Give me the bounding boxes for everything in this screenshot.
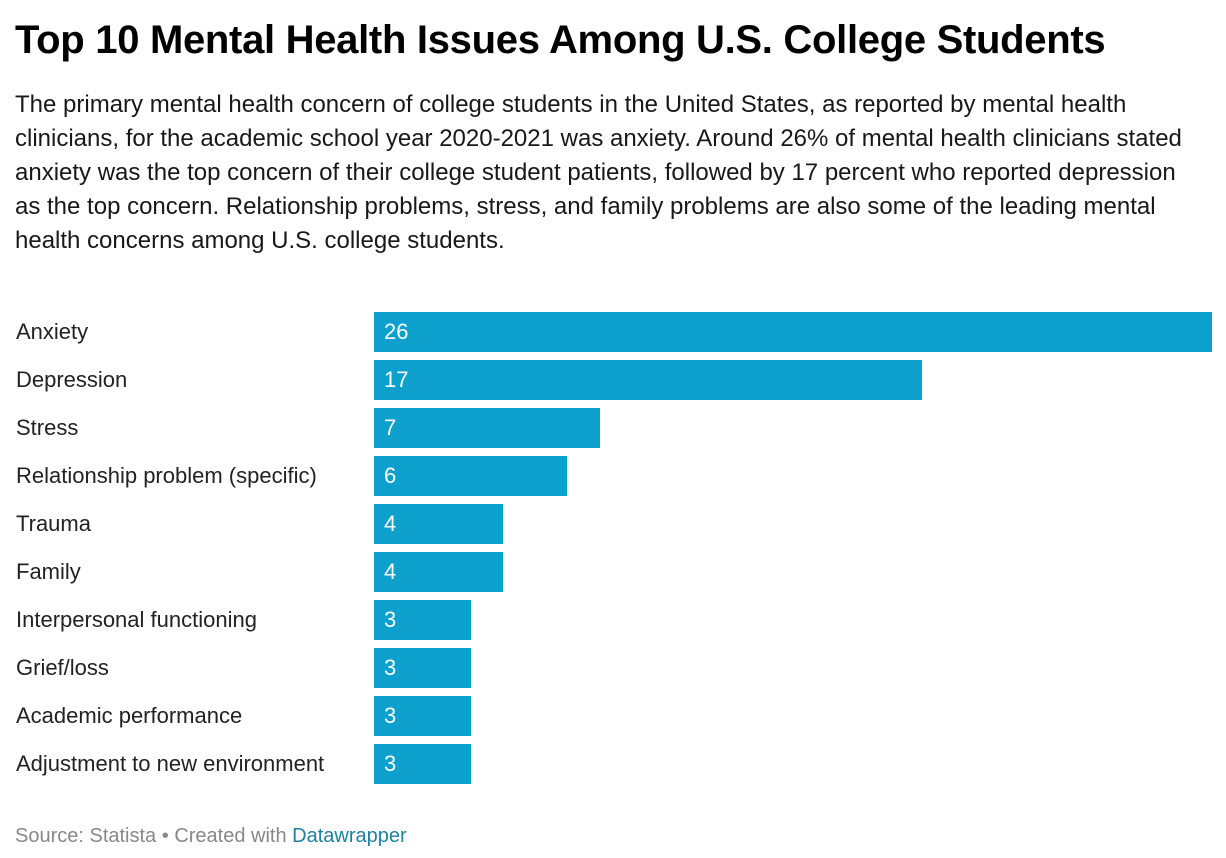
bar bbox=[374, 312, 1212, 352]
value-label: 26 bbox=[384, 319, 409, 344]
bar bbox=[374, 696, 471, 736]
bar-row: Interpersonal functioning 3 bbox=[0, 600, 1226, 640]
category-label: Academic performance bbox=[16, 703, 243, 728]
category-label: Stress bbox=[16, 415, 79, 440]
bar bbox=[374, 456, 567, 496]
bar-row: Stress 7 bbox=[0, 408, 1226, 448]
footer-separator: • bbox=[156, 825, 175, 847]
value-label: 4 bbox=[384, 511, 397, 536]
bar bbox=[374, 504, 503, 544]
value-label: 3 bbox=[384, 703, 397, 728]
bar bbox=[374, 552, 503, 592]
value-label: 3 bbox=[384, 751, 397, 776]
datawrapper-link[interactable]: Datawrapper bbox=[292, 825, 407, 847]
bar bbox=[374, 600, 471, 640]
value-label: 17 bbox=[384, 367, 409, 392]
created-with-text: Created with bbox=[174, 825, 293, 847]
chart-description: The primary mental health concern of col… bbox=[15, 91, 1182, 254]
chart-title: Top 10 Mental Health Issues Among U.S. C… bbox=[15, 18, 1106, 62]
bar-row: Relationship problem (specific) 6 bbox=[0, 456, 1226, 496]
bar-row: Academic performance 3 bbox=[0, 696, 1226, 736]
bar-row: Grief/loss 3 bbox=[0, 648, 1226, 688]
category-label: Adjustment to new environment bbox=[16, 751, 325, 776]
bar-row: Adjustment to new environment 3 bbox=[0, 744, 1226, 784]
category-label: Grief/loss bbox=[16, 655, 109, 680]
value-label: 4 bbox=[384, 559, 397, 584]
category-label: Anxiety bbox=[16, 319, 89, 344]
bar bbox=[374, 408, 600, 448]
category-label: Interpersonal functioning bbox=[16, 607, 257, 632]
bar bbox=[374, 360, 922, 400]
value-label: 3 bbox=[384, 655, 397, 680]
value-label: 6 bbox=[384, 463, 397, 488]
category-label: Depression bbox=[16, 367, 128, 392]
footer: Source: Statista • Created with Datawrap… bbox=[15, 822, 407, 850]
source-text: Source: Statista bbox=[15, 825, 157, 847]
value-label: 3 bbox=[384, 607, 397, 632]
bar-row: Family 4 bbox=[0, 552, 1226, 592]
bar-row: Depression 17 bbox=[0, 360, 1226, 400]
category-label: Family bbox=[16, 559, 81, 584]
bar-row: Trauma 4 bbox=[0, 504, 1226, 544]
category-label: Trauma bbox=[16, 511, 91, 536]
bar bbox=[374, 744, 471, 784]
bar bbox=[374, 648, 471, 688]
category-label: Relationship problem (specific) bbox=[16, 463, 317, 488]
value-label: 7 bbox=[384, 415, 397, 440]
bar-row: Anxiety 26 bbox=[0, 312, 1226, 352]
